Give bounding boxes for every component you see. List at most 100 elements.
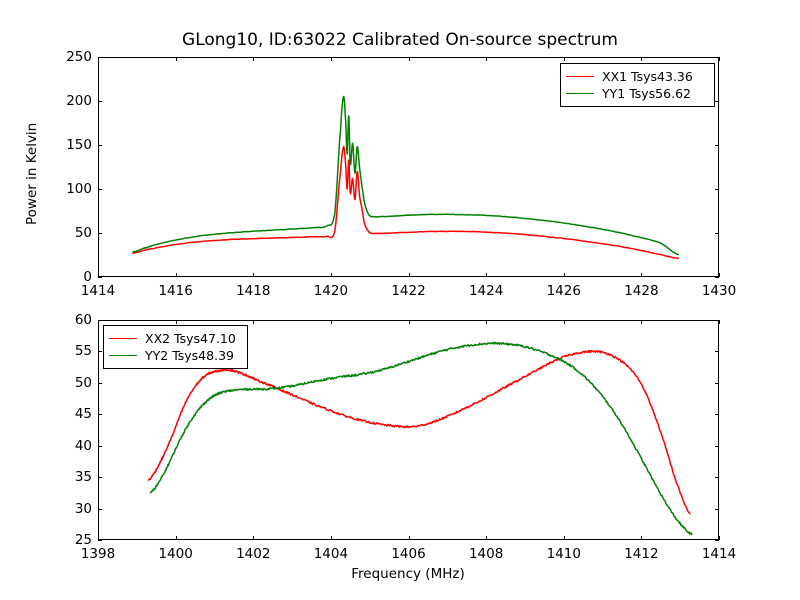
- legend-label: YY1 Tsys56.62: [602, 86, 691, 101]
- y-tick: [98, 540, 102, 541]
- y-tick-right: [715, 414, 719, 416]
- x-tick-label: 1426: [546, 283, 581, 299]
- x-tick-top: [253, 57, 255, 61]
- page-title: GLong10, ID:63022 Calibrated On-source s…: [182, 30, 618, 50]
- y-tick-label: 55: [74, 343, 92, 360]
- y-tick: [98, 189, 102, 190]
- x-tick-top: [486, 57, 488, 61]
- y-tick: [98, 101, 102, 102]
- legend-line-icon: [566, 93, 594, 94]
- y-tick: [98, 382, 102, 384]
- x-tick-top: [563, 320, 565, 324]
- x-tick-label: 1408: [468, 546, 504, 562]
- x-tick: [408, 536, 410, 540]
- y-tick-right: [715, 320, 719, 321]
- legend-label: XX2 Tsys47.10: [145, 331, 236, 346]
- series-line: [132, 95, 679, 256]
- y-tick-right: [715, 382, 719, 384]
- x-tick-top: [641, 320, 643, 324]
- legend-label: XX1 Tsys43.36: [602, 69, 693, 84]
- x-tick: [253, 536, 255, 540]
- legend-item: XX2 Tsys47.10: [109, 330, 240, 347]
- y-tick-label: 30: [74, 500, 92, 517]
- x-tick-label: 1412: [624, 546, 659, 562]
- x-tick-label: 1416: [158, 283, 193, 299]
- y-tick: [98, 445, 102, 447]
- y-tick-label: 150: [66, 137, 92, 153]
- x-tick-top: [408, 320, 410, 324]
- x-tick: [175, 273, 177, 277]
- x-tick: [641, 536, 643, 540]
- x-tick: [330, 273, 332, 277]
- x-tick: [486, 273, 488, 277]
- legend-line-icon: [109, 338, 137, 339]
- y-tick-right: [715, 508, 719, 510]
- legend-item: YY1 Tsys56.62: [566, 85, 707, 102]
- x-tick-label: 1410: [546, 546, 581, 562]
- x-tick-top: [719, 57, 720, 61]
- y-tick-label: 50: [74, 374, 92, 391]
- x-tick-top: [98, 320, 99, 324]
- y-tick: [98, 477, 102, 479]
- x-tick-top: [486, 320, 488, 324]
- x-tick: [719, 273, 720, 277]
- series-line: [132, 145, 679, 260]
- x-tick: [641, 273, 643, 277]
- y-tick-label: 35: [74, 469, 92, 486]
- x-tick-top: [563, 57, 565, 61]
- x-tick-top: [175, 320, 177, 324]
- legend-line-icon: [566, 76, 594, 77]
- x-tick: [563, 273, 565, 277]
- x-axis-title: Frequency (MHz): [351, 566, 465, 582]
- x-tick-top: [641, 57, 643, 61]
- x-tick-label: 1420: [313, 283, 349, 299]
- x-tick-top: [330, 320, 332, 324]
- x-tick: [253, 273, 255, 277]
- x-tick: [175, 536, 177, 540]
- y-tick: [98, 351, 102, 353]
- y-tick-label: 0: [83, 269, 92, 285]
- bottom-plot-legend: XX2 Tsys47.10 YY2 Tsys48.39: [103, 325, 248, 369]
- x-tick-label: 1400: [158, 546, 193, 562]
- x-tick: [330, 536, 332, 540]
- legend-item: YY2 Tsys48.39: [109, 347, 240, 364]
- x-tick: [98, 273, 99, 277]
- legend-item: XX1 Tsys43.36: [566, 68, 707, 85]
- x-tick-top: [175, 57, 177, 61]
- y-tick-label: 25: [74, 532, 92, 548]
- x-tick-label: 1414: [701, 546, 737, 562]
- x-tick-top: [330, 57, 332, 61]
- x-tick: [408, 273, 410, 277]
- x-tick: [719, 536, 720, 540]
- legend-line-icon: [109, 355, 137, 356]
- y-tick-right: [715, 277, 719, 278]
- y-tick-label: 50: [74, 225, 92, 241]
- y-tick-right: [715, 477, 719, 479]
- top-plot-legend: XX1 Tsys43.36 YY1 Tsys56.62: [560, 63, 715, 107]
- x-tick-label: 1398: [80, 546, 116, 562]
- y-tick-right: [715, 351, 719, 353]
- x-tick-label: 1422: [391, 283, 426, 299]
- y-tick-right: [715, 101, 719, 102]
- y-tick-label: 250: [66, 49, 92, 65]
- y-tick-label: 45: [74, 406, 92, 423]
- series-line: [149, 341, 693, 536]
- y-tick: [98, 145, 102, 146]
- x-tick-label: 1406: [391, 546, 426, 562]
- x-tick-label: 1414: [80, 283, 116, 299]
- y-tick-right: [715, 445, 719, 447]
- x-tick: [563, 536, 565, 540]
- x-tick-label: 1402: [236, 546, 271, 562]
- x-tick-top: [719, 320, 720, 324]
- y-tick-right: [715, 145, 719, 146]
- y-tick-label: 200: [66, 93, 92, 109]
- y-tick-right: [715, 57, 719, 58]
- y-tick: [98, 57, 102, 58]
- y-tick-label: 100: [66, 181, 92, 197]
- y-tick: [98, 277, 102, 278]
- y-tick-label: 60: [74, 312, 92, 328]
- y-tick-label: 40: [74, 437, 92, 454]
- x-tick-top: [253, 320, 255, 324]
